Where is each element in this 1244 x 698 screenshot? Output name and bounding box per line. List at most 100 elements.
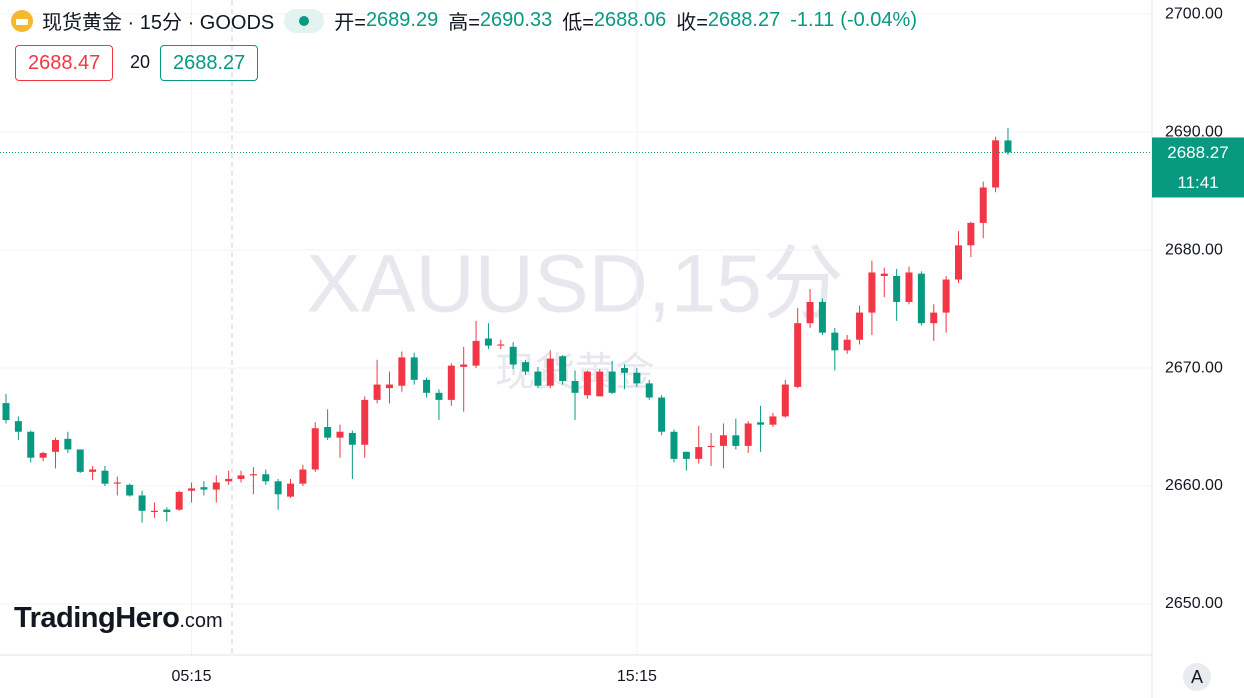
candle-body [571,381,579,393]
candle-body [113,482,121,484]
logo-suffix: .com [179,610,223,632]
candle-body [954,245,962,280]
candle-body [695,447,703,459]
candle-body [262,474,270,482]
candle-body [200,487,208,490]
candle-body [299,469,307,484]
candle-body [633,372,641,384]
candle-body [732,435,740,446]
low-label: 低= [562,12,594,34]
candle-body [942,279,950,313]
candle-body [64,438,72,450]
high-value: 2690.33 [479,9,553,31]
candle-body [89,469,97,472]
candle-body [682,451,690,459]
y-tick-label: 2690.00 [1165,123,1223,140]
candle-body [856,312,864,340]
candle-body [51,440,59,452]
candle-body [719,435,727,446]
y-tick-label: 2650.00 [1165,595,1223,612]
candle-body [522,362,530,372]
candle-body [583,371,591,396]
candle-body [621,368,628,373]
open-value: 2689.29 [365,9,439,31]
candle-body [398,357,406,386]
candle-body [484,338,492,346]
candle-body [126,484,134,496]
candle-body [757,422,765,425]
candle-body [311,428,319,470]
candle-body [101,470,109,484]
candle-body [225,478,233,482]
y-tick-label: 2660.00 [1165,477,1223,494]
last-price-tag [1152,137,1244,198]
candle-body [967,222,975,246]
candle-body [769,416,777,425]
candle-body [163,509,171,512]
scale-button[interactable] [1183,663,1211,691]
candle-body [39,452,47,458]
candle-body [880,273,888,276]
logo: TradingHero.com [14,602,223,635]
candle-body [410,357,418,380]
low-value: 2688.06 [593,9,667,31]
candle-body [843,339,851,351]
change: -1.11 [790,9,835,31]
candle-body [324,427,332,438]
open-label: 开= [334,12,366,34]
header: 现货黄金 · 15分 · GOODS 开= 2689.29 高= 2690.33 低… [10,6,917,35]
candle-body [658,397,666,432]
candle-body [472,340,480,366]
high-label: 高= [448,12,480,34]
candle-body [212,482,220,490]
x-tick-label: 05:15 [172,668,212,685]
candle-body [373,384,381,400]
candle-body [509,346,517,365]
status-pill[interactable] [284,8,325,33]
spread: 20 [130,52,151,72]
candle-body [559,356,567,382]
candle-body [287,483,295,497]
candle-body [423,379,431,393]
candle-body [249,474,257,476]
change-percent: (-0.04%) [840,9,917,31]
candle-body [917,273,925,324]
candle-body [460,364,468,367]
candle-body [744,423,752,446]
candle-body [27,431,35,458]
close-label: 收= [676,12,708,34]
candle-body [138,495,146,511]
candle-body [645,383,653,398]
candle-body [361,399,369,445]
candle-body [930,312,938,324]
candle-body [175,491,183,510]
candle-body [2,403,10,421]
candle-body [893,275,901,302]
candle-body [546,358,554,386]
candle-body [385,384,393,389]
ask[interactable]: 2688.27 [160,45,259,81]
candle-body [905,272,913,302]
candle-body [188,488,196,491]
candle-body [608,371,616,393]
scale-button-label[interactable]: A [1191,667,1203,687]
countdown: 11:41 [1177,173,1218,192]
candle-body [336,431,344,438]
candle-body [670,431,678,459]
candle-body [150,510,158,512]
candle-body [596,371,604,397]
candle-body [992,140,1000,188]
candle-body [806,301,814,324]
candle-body [1004,140,1012,153]
candle-body [534,371,542,386]
y-tick-label: 2680.00 [1165,241,1223,258]
candle-body [14,421,22,432]
candle-body [831,332,839,351]
candle-body [76,449,84,472]
bid[interactable]: 2688.47 [15,45,114,81]
candle-body [868,272,876,313]
symbol-icon [11,9,33,32]
candle-body [237,475,245,479]
